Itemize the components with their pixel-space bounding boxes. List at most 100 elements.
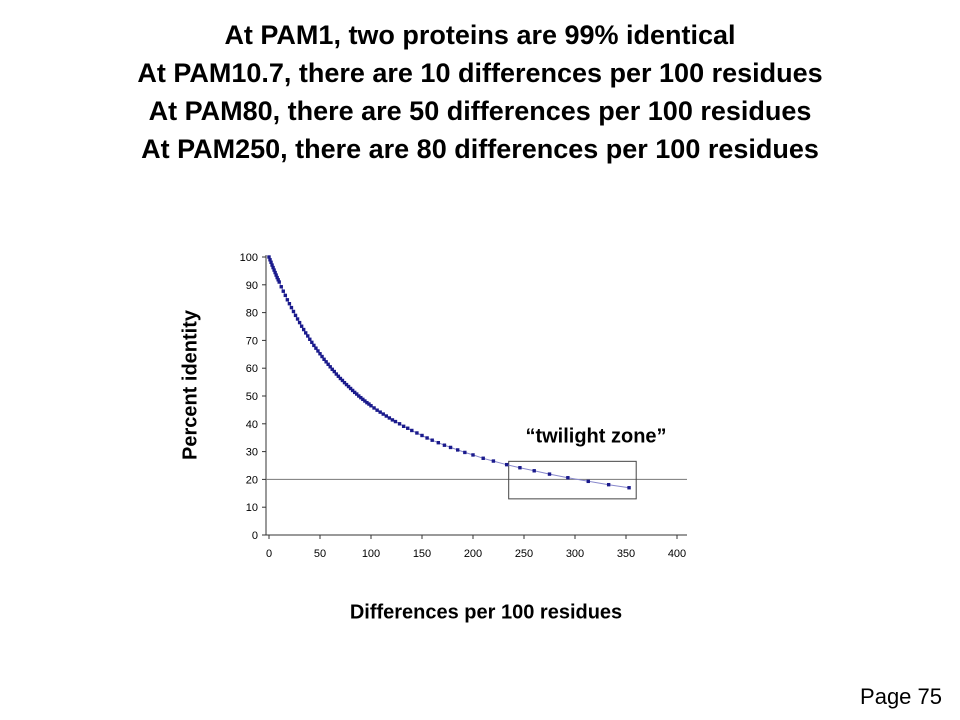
y-tick-label: 90	[246, 280, 258, 292]
data-point	[547, 472, 552, 476]
x-tick-label: 50	[314, 548, 326, 560]
data-point	[310, 340, 314, 345]
data-point	[267, 255, 271, 259]
data-point	[289, 305, 294, 310]
data-point	[344, 382, 349, 387]
data-point	[406, 426, 410, 430]
data-point	[393, 419, 398, 424]
data-point	[346, 384, 351, 389]
data-point	[375, 408, 379, 412]
y-tick-label: 70	[246, 335, 258, 347]
data-point	[436, 441, 441, 445]
data-point	[299, 324, 304, 328]
data-point	[627, 486, 631, 490]
y-tick-label: 30	[246, 447, 258, 459]
x-tick-label: 0	[266, 548, 272, 560]
data-point	[330, 367, 334, 372]
data-point	[378, 410, 382, 414]
data-point	[318, 352, 322, 356]
data-point	[273, 270, 277, 275]
data-point	[316, 349, 320, 353]
data-point	[314, 346, 318, 350]
data-point	[415, 431, 419, 435]
data-point	[312, 343, 316, 348]
data-point	[338, 376, 343, 381]
data-point	[367, 402, 371, 406]
data-point	[271, 265, 275, 270]
y-tick-label: 80	[246, 308, 258, 320]
data-point	[606, 482, 611, 487]
data-point	[397, 422, 402, 426]
x-tick-label: 300	[566, 548, 584, 560]
data-point	[279, 285, 283, 289]
headline-line-2: At PAM10.7, there are 10 differences per…	[137, 58, 823, 88]
data-point	[342, 380, 347, 385]
y-axis-label: Percent identity	[179, 309, 202, 461]
data-point	[301, 327, 306, 332]
data-point	[332, 369, 336, 374]
x-tick-label: 200	[464, 548, 482, 560]
data-point	[328, 365, 332, 369]
data-point	[306, 334, 310, 338]
y-tick-label: 40	[246, 419, 258, 431]
headline-line-1: At PAM1, two proteins are 99% identical	[224, 20, 736, 50]
data-point	[291, 309, 296, 314]
data-point	[355, 392, 359, 396]
data-point	[276, 278, 280, 282]
data-point	[320, 354, 324, 359]
y-tick-label: 100	[240, 252, 258, 264]
data-point	[471, 453, 475, 457]
data-point	[334, 372, 339, 376]
data-point	[481, 456, 485, 460]
data-point	[532, 469, 536, 473]
data-point	[336, 374, 341, 378]
twilight-zone-label: “twilight zone”	[525, 425, 667, 448]
x-tick-label: 350	[617, 548, 635, 560]
data-point	[293, 313, 298, 318]
data-point	[295, 317, 300, 321]
data-point	[456, 448, 460, 452]
y-tick-label: 20	[246, 474, 258, 486]
data-point	[369, 404, 373, 408]
data-point	[448, 445, 453, 450]
data-point	[463, 450, 467, 455]
data-point	[381, 412, 385, 416]
data-point	[348, 386, 353, 391]
data-point	[324, 360, 328, 364]
data-point	[361, 397, 365, 402]
data-point	[363, 399, 367, 403]
data-point	[297, 320, 302, 325]
data-point	[270, 263, 274, 267]
headline-line-4: At PAM250, there are 80 differences per …	[141, 134, 819, 164]
data-point	[308, 337, 312, 341]
data-point	[357, 394, 361, 398]
data-point	[420, 433, 424, 438]
y-tick-label: 60	[246, 363, 258, 375]
data-point	[401, 424, 406, 429]
data-point	[566, 476, 570, 480]
data-point	[425, 436, 429, 440]
data-point	[322, 357, 326, 362]
data-point	[504, 462, 509, 467]
data-point	[491, 459, 496, 463]
data-point	[275, 275, 279, 280]
x-tick-label: 150	[413, 548, 431, 560]
data-point	[287, 302, 292, 306]
data-point	[268, 258, 272, 262]
x-tick-label: 250	[515, 548, 533, 560]
page-number: Page 75	[860, 684, 942, 709]
twilight-zone-box	[508, 460, 637, 500]
y-tick-label: 10	[246, 502, 258, 514]
data-point	[340, 378, 345, 383]
x-tick-label: 100	[362, 548, 380, 560]
data-point	[352, 390, 357, 395]
x-tick-label: 400	[668, 548, 686, 560]
data-point	[390, 418, 395, 422]
data-point	[586, 479, 590, 484]
headline-line-3: At PAM80, there are 50 differences per 1…	[148, 96, 812, 126]
data-point	[384, 414, 388, 418]
y-tick-label: 50	[246, 391, 258, 403]
data-point	[518, 466, 522, 470]
data-point	[304, 331, 308, 335]
